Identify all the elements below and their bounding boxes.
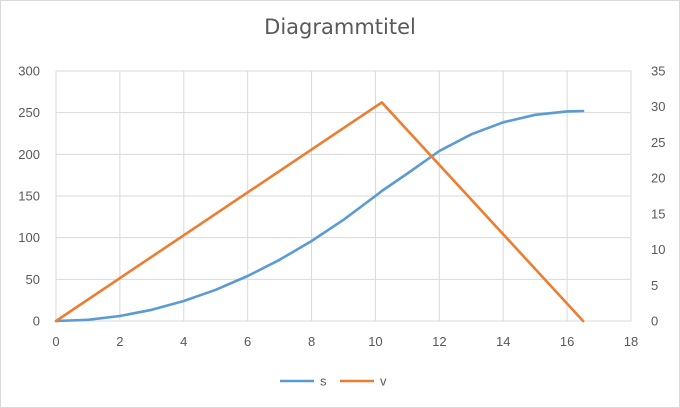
series-line-v <box>54 101 585 323</box>
x-tick-label: 16 <box>560 334 574 349</box>
y-right-tick-label: 15 <box>651 206 665 221</box>
x-tick-label: 8 <box>308 334 315 349</box>
x-tick-label: 14 <box>496 334 510 349</box>
y-left-tick-label: 250 <box>18 105 40 120</box>
chart-title: Diagrammtitel <box>264 15 416 39</box>
x-tick-label: 18 <box>624 334 638 349</box>
y-left-tick-label: 100 <box>18 230 40 245</box>
x-tick-label: 4 <box>180 334 187 349</box>
y-right-tick-label: 30 <box>651 99 665 114</box>
x-tick-label: 12 <box>432 334 446 349</box>
x-tick-label: 10 <box>368 334 382 349</box>
y-left-tick-label: 0 <box>33 314 40 329</box>
x-tick-label: 0 <box>52 334 59 349</box>
y-right-tick-label: 35 <box>651 64 665 79</box>
y-left-tick-label: 150 <box>18 189 40 204</box>
y-left-tick-label: 200 <box>18 147 40 162</box>
y-right-tick-label: 20 <box>651 171 665 186</box>
series-line-s <box>54 109 585 323</box>
y-left-tick-label: 300 <box>18 64 40 79</box>
y-right-tick-label: 5 <box>651 278 658 293</box>
legend-label-v: v <box>380 374 387 389</box>
y-right-tick-label: 0 <box>651 314 658 329</box>
x-tick-label: 2 <box>116 334 123 349</box>
y-right-tick-label: 25 <box>651 135 665 150</box>
y-right-tick-label: 10 <box>651 242 665 257</box>
y-left-tick-label: 50 <box>26 272 40 287</box>
x-tick-label: 6 <box>244 334 251 349</box>
legend-label-s: s <box>320 374 327 389</box>
